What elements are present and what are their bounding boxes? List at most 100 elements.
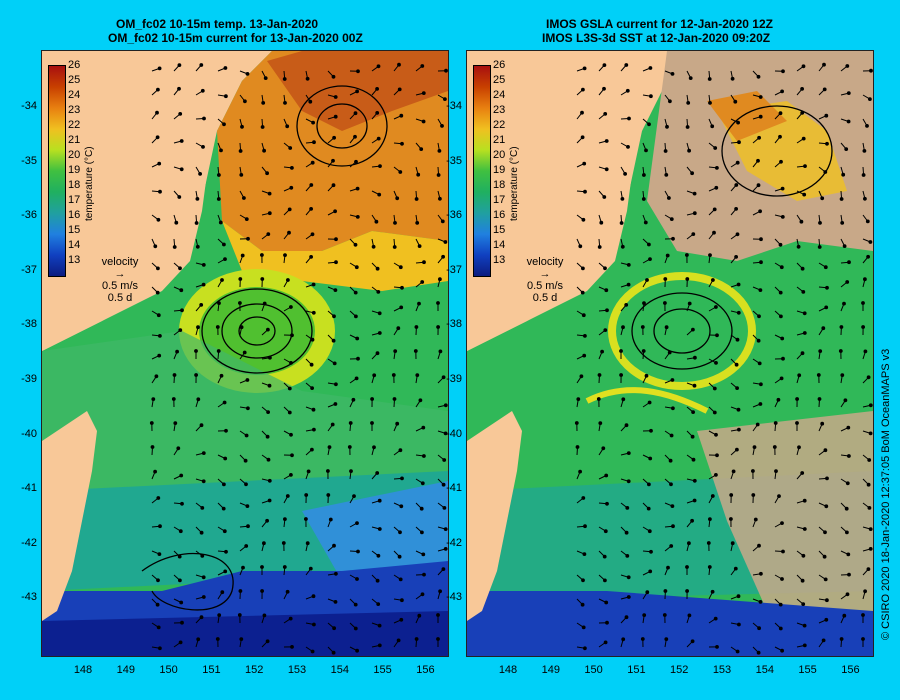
right-vector-head — [730, 541, 735, 546]
left-vector-head — [178, 328, 183, 333]
left-vector-head — [354, 314, 358, 319]
left-vector-head — [153, 469, 157, 474]
right-vector-head — [644, 373, 649, 378]
left-vector-head — [261, 101, 266, 105]
right-vector-head — [869, 68, 873, 73]
right-vector-head — [757, 135, 762, 140]
left-velocity-legend: velocity → 0.5 m/s 0.5 d — [90, 256, 150, 304]
left-vector-head — [398, 448, 403, 453]
left-vector-head — [237, 613, 242, 617]
right-vector-head — [667, 196, 671, 200]
right-x-tick-label: 149 — [541, 664, 560, 676]
right-vector-head — [820, 421, 825, 426]
right-vector-head — [800, 111, 805, 115]
left-vector-head — [157, 552, 162, 557]
right-vector-head — [756, 338, 761, 343]
left-vector-head — [332, 626, 337, 631]
right-vector-head — [710, 124, 715, 129]
left-vector-head — [422, 572, 426, 577]
right-vector-head — [823, 265, 828, 270]
right-vector-head — [710, 589, 715, 594]
right-vector-head — [823, 530, 827, 535]
right-vector-head — [867, 458, 872, 462]
right-vector-head — [778, 290, 783, 295]
right-vector-head — [758, 288, 763, 293]
left-vector-head — [288, 616, 293, 621]
left-vector-head — [392, 245, 397, 249]
left-vector-head — [375, 111, 380, 115]
left-vector-head — [420, 481, 425, 486]
left-vector-head — [308, 566, 313, 571]
left-vector-head — [333, 114, 338, 119]
left-vector-head — [219, 373, 224, 378]
right-vector-head — [580, 135, 585, 140]
right-vector-head — [758, 95, 763, 99]
left-vector-head — [155, 110, 159, 115]
right-vector-head — [647, 400, 652, 405]
right-vector-head — [733, 99, 738, 104]
right-vector-head — [647, 529, 652, 534]
left-y-tick-label: -39 — [21, 373, 37, 385]
left-vector-head — [285, 124, 290, 129]
right-vector-head — [825, 476, 829, 481]
left-vector-head — [285, 589, 290, 594]
left-vector-head — [178, 578, 182, 583]
right-vector-head — [861, 301, 865, 305]
right-vector-head — [773, 421, 778, 425]
left-vector-head — [216, 197, 221, 201]
left-vector-head — [396, 638, 401, 643]
right-y-tick-label: -38 — [446, 318, 462, 331]
left-vector-head — [443, 431, 448, 436]
left-vector-head — [172, 245, 177, 249]
left-vector-head — [370, 397, 375, 401]
left-vector-head — [157, 161, 162, 166]
left-vector-head — [196, 637, 201, 642]
left-title-line1: OM_fc02 10-15m temp. 13-Jan-2020 — [116, 17, 319, 31]
left-vector-head — [239, 173, 244, 177]
right-vector-head — [670, 504, 675, 509]
right-vector-head — [847, 260, 851, 265]
left-vector-head — [309, 362, 314, 367]
right-vector-head — [825, 598, 829, 603]
left-x-tick-label: 155 — [373, 664, 392, 676]
left-vector-head — [174, 220, 179, 225]
left-vector-head — [239, 637, 244, 641]
left-vector-head — [156, 87, 160, 92]
left-vector-head — [391, 373, 396, 377]
left-vector-head — [265, 171, 270, 176]
right-vector-head — [755, 422, 760, 427]
right-y-tick-label: -40 — [446, 427, 462, 440]
left-vector-head — [156, 578, 160, 583]
left-vector-head — [177, 86, 181, 91]
left-vector-head — [355, 577, 359, 581]
right-vector-head — [687, 301, 692, 306]
left-vector-head — [156, 266, 160, 271]
left-vector-head — [400, 476, 404, 481]
left-colorbar-tick: 17 — [68, 194, 81, 206]
right-vector-head — [583, 646, 587, 651]
right-vector-head — [839, 325, 844, 329]
right-vector-head — [861, 613, 865, 617]
left-vector-head — [419, 147, 424, 151]
right-vector-head — [800, 578, 805, 583]
left-vector-head — [353, 290, 358, 295]
left-velocity-label: velocity — [101, 256, 139, 268]
left-vector-head — [222, 400, 227, 405]
right-vector-head — [802, 192, 807, 197]
left-vector-head — [288, 146, 293, 150]
right-vector-head — [779, 314, 783, 319]
right-vector-head — [575, 445, 580, 449]
left-vector-head — [421, 119, 426, 124]
left-vector-head — [436, 173, 441, 177]
right-vector-head — [823, 577, 828, 582]
left-vector-head — [199, 423, 204, 428]
right-vector-head — [686, 101, 691, 105]
right-vector-head — [729, 493, 734, 497]
right-vector-head — [626, 145, 630, 149]
right-vector-head — [759, 571, 763, 576]
right-vector-head — [580, 290, 585, 295]
left-y-tick-label: -35 — [21, 154, 37, 167]
right-vector-head — [626, 451, 631, 456]
left-vector-head — [437, 149, 442, 153]
left-vector-head — [238, 277, 243, 281]
